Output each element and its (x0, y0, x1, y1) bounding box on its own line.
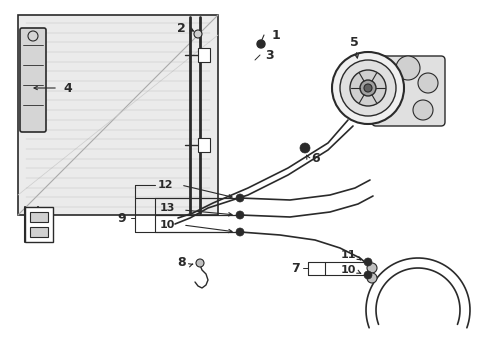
Circle shape (236, 211, 244, 219)
Circle shape (194, 30, 202, 38)
Bar (25, 207, 53, 242)
FancyBboxPatch shape (371, 56, 444, 126)
Circle shape (359, 80, 375, 96)
Circle shape (412, 100, 432, 120)
Text: 10: 10 (340, 265, 355, 275)
Circle shape (28, 31, 38, 41)
Bar (198, 138, 209, 152)
Circle shape (363, 84, 371, 92)
Circle shape (339, 60, 395, 116)
Circle shape (331, 52, 403, 124)
Circle shape (363, 271, 371, 279)
Text: 6: 6 (311, 152, 320, 165)
Bar (30, 227, 48, 237)
Circle shape (196, 259, 203, 267)
FancyBboxPatch shape (20, 28, 46, 132)
Text: 8: 8 (177, 256, 186, 269)
Bar (18, 15, 218, 215)
Bar (30, 212, 48, 222)
Circle shape (366, 263, 376, 273)
Circle shape (257, 40, 264, 48)
Text: 3: 3 (264, 49, 273, 62)
Text: 11: 11 (340, 250, 355, 260)
Circle shape (366, 273, 376, 283)
Circle shape (236, 194, 244, 202)
Circle shape (395, 56, 419, 80)
Bar (198, 48, 209, 62)
Text: 13: 13 (159, 203, 174, 213)
Text: 2: 2 (176, 22, 185, 35)
Circle shape (363, 258, 371, 266)
Circle shape (417, 73, 437, 93)
Text: 9: 9 (118, 212, 126, 225)
Text: 7: 7 (291, 261, 300, 274)
Circle shape (236, 228, 244, 236)
Circle shape (299, 143, 309, 153)
Text: 5: 5 (349, 36, 358, 49)
Text: 12: 12 (157, 180, 172, 190)
Circle shape (349, 70, 385, 106)
Text: 10: 10 (159, 220, 174, 230)
Text: 1: 1 (271, 28, 280, 41)
Text: 4: 4 (63, 81, 72, 95)
